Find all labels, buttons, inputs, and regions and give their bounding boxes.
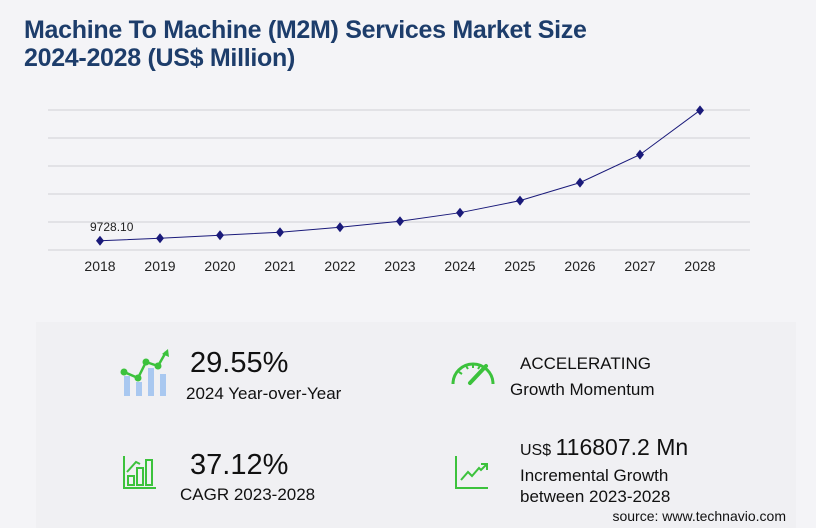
increment-value: US$ 116807.2 Mn bbox=[520, 434, 688, 461]
x-tick-label: 2027 bbox=[624, 258, 655, 274]
x-tick-label: 2023 bbox=[384, 258, 415, 274]
data-point bbox=[96, 235, 104, 246]
title-line-1: Machine To Machine (M2M) Services Market… bbox=[24, 16, 587, 44]
chart-title: Machine To Machine (M2M) Services Market… bbox=[24, 16, 587, 72]
growth-chart-icon bbox=[120, 349, 169, 396]
x-tick-label: 2025 bbox=[504, 258, 535, 274]
bar-chart-icon bbox=[123, 456, 156, 489]
data-point bbox=[396, 216, 404, 227]
data-label: 9728.10 bbox=[90, 220, 134, 234]
increment-label-2: between 2023-2028 bbox=[520, 487, 671, 506]
title-line-2: 2024-2028 (US$ Million) bbox=[24, 44, 295, 72]
data-point bbox=[156, 233, 164, 244]
yoy-label: 2024 Year-over-Year bbox=[186, 384, 342, 403]
x-tick-label: 2022 bbox=[324, 258, 355, 274]
data-point bbox=[216, 230, 224, 241]
data-point bbox=[576, 177, 584, 188]
increment-amount: 116807.2 Mn bbox=[555, 434, 689, 460]
increment-label-1: Incremental Growth bbox=[520, 466, 669, 485]
line-chart: 2018 2019 2020 2021 2022 2023 2024 2025 2026 2027… bbox=[48, 105, 750, 274]
yoy-value: 29.55% bbox=[190, 347, 289, 379]
momentum-label: Growth Momentum bbox=[510, 380, 655, 399]
data-point bbox=[336, 222, 344, 233]
trend-up-icon bbox=[455, 456, 488, 489]
speedometer-icon bbox=[451, 362, 495, 385]
data-point bbox=[516, 195, 524, 206]
momentum-value: ACCELERATING bbox=[520, 354, 651, 373]
x-tick-label: 2019 bbox=[144, 258, 175, 274]
x-tick-label: 2018 bbox=[84, 258, 115, 274]
x-tick-label: 2020 bbox=[204, 258, 235, 274]
x-tick-label: 2028 bbox=[684, 258, 715, 274]
data-point bbox=[696, 105, 704, 116]
x-tick-label: 2021 bbox=[264, 258, 295, 274]
data-point bbox=[456, 207, 464, 218]
cagr-value: 37.12% bbox=[190, 449, 289, 481]
data-point bbox=[276, 227, 284, 238]
data-point bbox=[636, 149, 644, 160]
cagr-label: CAGR 2023-2028 bbox=[180, 485, 316, 504]
increment-prefix: US$ bbox=[520, 442, 552, 459]
x-tick-label: 2026 bbox=[564, 258, 595, 274]
source-text: source: www.technavio.com bbox=[612, 508, 786, 524]
x-tick-label: 2024 bbox=[444, 258, 475, 274]
